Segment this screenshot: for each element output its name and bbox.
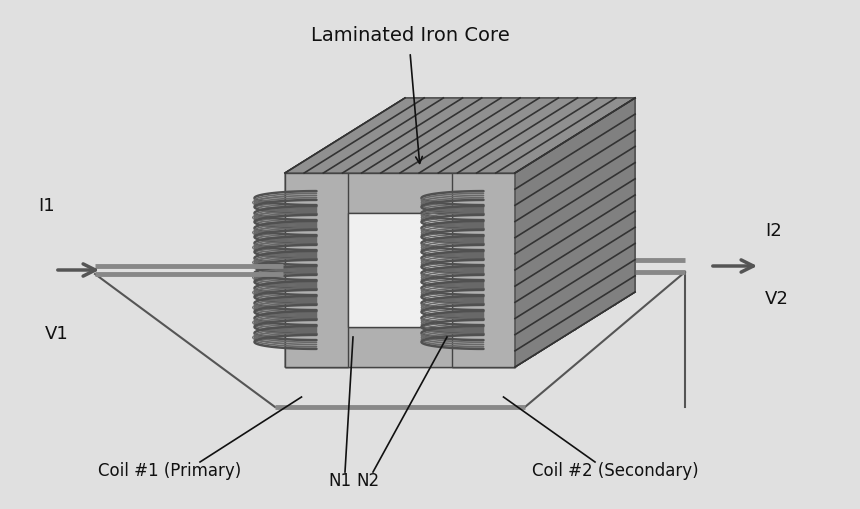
Polygon shape <box>348 252 572 327</box>
Polygon shape <box>285 173 348 367</box>
Ellipse shape <box>253 300 380 315</box>
Polygon shape <box>285 292 635 367</box>
Text: N2: N2 <box>356 472 379 490</box>
Ellipse shape <box>420 330 548 345</box>
Text: Laminated Iron Core: Laminated Iron Core <box>310 26 509 45</box>
Ellipse shape <box>420 300 548 315</box>
Polygon shape <box>452 173 515 367</box>
Text: V2: V2 <box>765 290 789 308</box>
Ellipse shape <box>420 225 548 240</box>
Ellipse shape <box>420 255 548 270</box>
Polygon shape <box>285 173 515 213</box>
Polygon shape <box>452 173 515 367</box>
Ellipse shape <box>253 255 380 270</box>
Ellipse shape <box>420 315 548 330</box>
Polygon shape <box>285 173 348 367</box>
Polygon shape <box>515 98 635 367</box>
Polygon shape <box>348 213 452 327</box>
Ellipse shape <box>253 195 380 210</box>
Ellipse shape <box>420 210 548 225</box>
Text: I1: I1 <box>38 197 55 215</box>
Text: I2: I2 <box>765 222 782 240</box>
Polygon shape <box>285 327 515 367</box>
Polygon shape <box>452 138 572 327</box>
Text: V1: V1 <box>45 325 69 343</box>
Text: Coil #1 (Primary): Coil #1 (Primary) <box>98 462 242 480</box>
Polygon shape <box>515 98 635 367</box>
Ellipse shape <box>253 315 380 330</box>
Ellipse shape <box>253 225 380 240</box>
Ellipse shape <box>253 330 380 345</box>
Ellipse shape <box>253 240 380 255</box>
Polygon shape <box>285 173 515 213</box>
Ellipse shape <box>420 285 548 300</box>
Ellipse shape <box>253 210 380 225</box>
Polygon shape <box>285 327 515 367</box>
Text: Coil #2 (Secondary): Coil #2 (Secondary) <box>531 462 698 480</box>
Ellipse shape <box>420 270 548 285</box>
Ellipse shape <box>253 285 380 300</box>
Polygon shape <box>285 98 635 173</box>
Ellipse shape <box>253 270 380 285</box>
Text: N1: N1 <box>329 472 352 490</box>
Polygon shape <box>348 213 452 327</box>
Ellipse shape <box>420 195 548 210</box>
Polygon shape <box>285 98 635 173</box>
Ellipse shape <box>420 240 548 255</box>
